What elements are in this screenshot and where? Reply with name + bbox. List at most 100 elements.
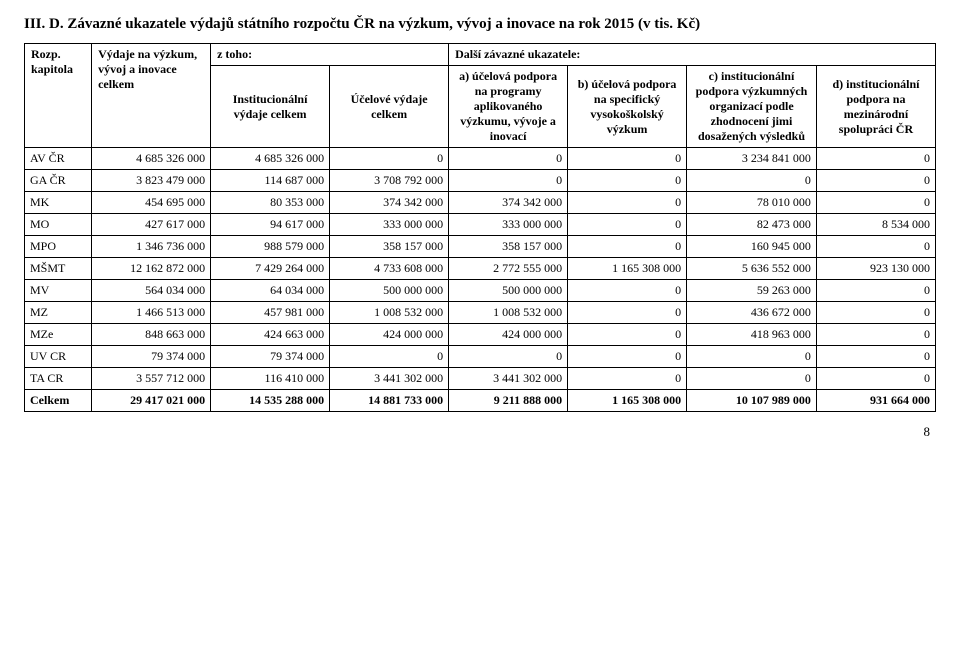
table-row: UV CR79 374 00079 374 00000000 (25, 346, 936, 368)
cell-value: 0 (568, 324, 687, 346)
budget-table: Rozp. kapitola Výdaje na výzkum, vývoj a… (24, 43, 936, 412)
cell-value: 0 (687, 368, 817, 390)
cell-value: 5 636 552 000 (687, 258, 817, 280)
cell-value: 424 663 000 (211, 324, 330, 346)
cell-value: 424 000 000 (330, 324, 449, 346)
row-label: MO (25, 214, 92, 236)
col-header-c: c) institucionální podpora výzkumných or… (687, 66, 817, 148)
col-header-kapitola: Rozp. kapitola (25, 44, 92, 148)
cell-value: 427 617 000 (92, 214, 211, 236)
cell-value: 424 000 000 (449, 324, 568, 346)
row-label: GA ČR (25, 170, 92, 192)
table-row: MZ1 466 513 000457 981 0001 008 532 0001… (25, 302, 936, 324)
row-label: MV (25, 280, 92, 302)
cell-value: 29 417 021 000 (92, 390, 211, 412)
cell-value: 0 (816, 170, 935, 192)
cell-value: 80 353 000 (211, 192, 330, 214)
cell-value: 4 685 326 000 (211, 148, 330, 170)
cell-value: 1 008 532 000 (330, 302, 449, 324)
row-label: MZe (25, 324, 92, 346)
cell-value: 3 441 302 000 (449, 368, 568, 390)
cell-value: 0 (687, 170, 817, 192)
cell-value: 454 695 000 (92, 192, 211, 214)
cell-value: 79 374 000 (92, 346, 211, 368)
cell-value: 418 963 000 (687, 324, 817, 346)
cell-value: 0 (568, 368, 687, 390)
cell-value: 0 (449, 346, 568, 368)
col-header-vydaje: Výdaje na výzkum, vývoj a inovace celkem (92, 44, 211, 148)
cell-value: 0 (816, 324, 935, 346)
cell-value: 0 (816, 236, 935, 258)
cell-value: 0 (816, 192, 935, 214)
cell-value: 457 981 000 (211, 302, 330, 324)
cell-value: 374 342 000 (449, 192, 568, 214)
cell-value: 848 663 000 (92, 324, 211, 346)
cell-value: 94 617 000 (211, 214, 330, 236)
table-row: MV564 034 00064 034 000500 000 000500 00… (25, 280, 936, 302)
cell-value: 0 (568, 170, 687, 192)
cell-value: 3 441 302 000 (330, 368, 449, 390)
table-row: AV ČR4 685 326 0004 685 326 0000003 234 … (25, 148, 936, 170)
cell-value: 0 (816, 346, 935, 368)
cell-value: 1 008 532 000 (449, 302, 568, 324)
cell-value: 9 211 888 000 (449, 390, 568, 412)
cell-value: 374 342 000 (330, 192, 449, 214)
cell-value: 0 (449, 148, 568, 170)
cell-value: 0 (568, 148, 687, 170)
page-title: III. D. Závazné ukazatele výdajů státníh… (24, 16, 936, 33)
cell-value: 0 (816, 280, 935, 302)
cell-value: 0 (816, 302, 935, 324)
cell-value: 114 687 000 (211, 170, 330, 192)
cell-value: 923 130 000 (816, 258, 935, 280)
row-label: MK (25, 192, 92, 214)
cell-value: 8 534 000 (816, 214, 935, 236)
cell-value: 500 000 000 (330, 280, 449, 302)
cell-value: 3 557 712 000 (92, 368, 211, 390)
cell-value: 333 000 000 (330, 214, 449, 236)
cell-value: 160 945 000 (687, 236, 817, 258)
cell-value: 0 (568, 214, 687, 236)
cell-value: 79 374 000 (211, 346, 330, 368)
cell-value: 1 165 308 000 (568, 258, 687, 280)
cell-value: 14 881 733 000 (330, 390, 449, 412)
cell-value: 0 (568, 280, 687, 302)
col-header-b: b) účelová podpora na specifický vysokoš… (568, 66, 687, 148)
cell-value: 436 672 000 (687, 302, 817, 324)
table-row: MO427 617 00094 617 000333 000 000333 00… (25, 214, 936, 236)
table-row: TA CR3 557 712 000116 410 0003 441 302 0… (25, 368, 936, 390)
cell-value: 1 466 513 000 (92, 302, 211, 324)
table-row: MŠMT12 162 872 0007 429 264 0004 733 608… (25, 258, 936, 280)
cell-value: 4 733 608 000 (330, 258, 449, 280)
col-header-dalsi: Další závazné ukazatele: (449, 44, 936, 66)
cell-value: 7 429 264 000 (211, 258, 330, 280)
cell-value: 0 (449, 170, 568, 192)
cell-value: 564 034 000 (92, 280, 211, 302)
table-row: GA ČR3 823 479 000114 687 0003 708 792 0… (25, 170, 936, 192)
cell-value: 14 535 288 000 (211, 390, 330, 412)
cell-value: 78 010 000 (687, 192, 817, 214)
cell-value: 0 (330, 346, 449, 368)
header-row-top: Rozp. kapitola Výdaje na výzkum, vývoj a… (25, 44, 936, 66)
col-header-ucelove: Účelové výdaje celkem (330, 66, 449, 148)
cell-value: 0 (568, 346, 687, 368)
table-row: MK454 695 00080 353 000374 342 000374 34… (25, 192, 936, 214)
cell-value: 0 (687, 346, 817, 368)
table-body: AV ČR4 685 326 0004 685 326 0000003 234 … (25, 148, 936, 412)
row-label: MZ (25, 302, 92, 324)
cell-value: 500 000 000 (449, 280, 568, 302)
cell-value: 0 (816, 368, 935, 390)
cell-value: 1 165 308 000 (568, 390, 687, 412)
table-row: MZe848 663 000424 663 000424 000 000424 … (25, 324, 936, 346)
cell-value: 10 107 989 000 (687, 390, 817, 412)
cell-value: 931 664 000 (816, 390, 935, 412)
cell-value: 3 708 792 000 (330, 170, 449, 192)
col-header-institucionalni: Institucionální výdaje celkem (211, 66, 330, 148)
cell-value: 1 346 736 000 (92, 236, 211, 258)
page-number: 8 (24, 424, 936, 440)
cell-value: 988 579 000 (211, 236, 330, 258)
cell-value: 64 034 000 (211, 280, 330, 302)
cell-value: 333 000 000 (449, 214, 568, 236)
cell-value: 0 (568, 236, 687, 258)
cell-value: 0 (568, 192, 687, 214)
cell-value: 116 410 000 (211, 368, 330, 390)
